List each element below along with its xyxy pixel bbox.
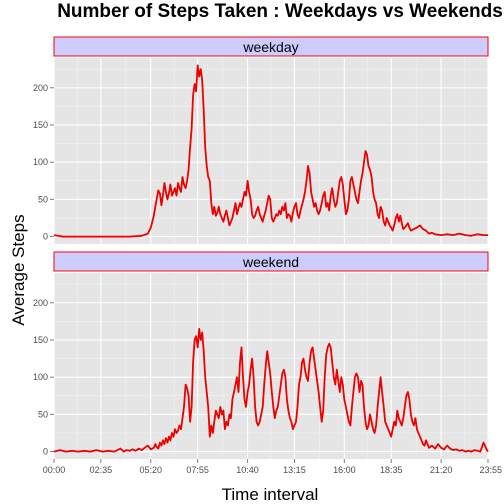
y-tick-label-weekend: 0 <box>43 447 48 457</box>
panel-weekend: weekend 0 50 100 150 200 <box>33 251 489 459</box>
x-tick-label: 18:35 <box>380 465 403 475</box>
y-tick-label-weekday: 50 <box>38 194 48 204</box>
y-tick-label-weekend: 100 <box>33 372 48 382</box>
x-axis-title: Time interval <box>222 485 319 504</box>
chart-title: Number of Steps Taken : Weekdays vs Week… <box>57 1 503 22</box>
y-axis-weekend: 0 50 100 150 200 <box>33 298 54 457</box>
x-tick-label: 02:35 <box>90 465 113 475</box>
series-line-weekend <box>53 327 489 453</box>
x-tick-label: 10:40 <box>236 465 259 475</box>
y-tick-label-weekday: 200 <box>33 83 48 93</box>
x-tick-label: 00:00 <box>43 465 66 475</box>
y-tick-label-weekend: 150 <box>33 335 48 345</box>
x-tick-label: 23:55 <box>479 465 502 475</box>
panel-weekday: weekday 0 50 100 150 200 <box>33 36 489 244</box>
y-tick-label-weekend: 200 <box>33 298 48 308</box>
x-tick-label: 21:20 <box>430 465 453 475</box>
x-axis: 00:00 02:35 05:20 07:55 10:40 13:15 16:00 18:35… <box>43 459 502 475</box>
y-tick-label-weekday: 0 <box>43 232 48 242</box>
strip-label-weekday: weekday <box>242 39 298 55</box>
y-tick-label-weekend: 50 <box>38 409 48 419</box>
series-line-weekday <box>53 64 488 238</box>
y-tick-label-weekday: 100 <box>33 157 48 167</box>
strip-weekend <box>53 251 489 272</box>
strip-weekday <box>53 36 489 57</box>
x-tick-label: 13:15 <box>283 465 306 475</box>
y-axis-title: Average Steps <box>9 214 28 325</box>
strip-label-weekend: weekend <box>242 254 299 270</box>
x-tick-label: 07:55 <box>186 465 209 475</box>
gridlines-weekend <box>53 273 489 459</box>
x-tick-label: 05:20 <box>140 465 163 475</box>
x-tick-label: 16:00 <box>333 465 356 475</box>
y-axis-weekday: 0 50 100 150 200 <box>33 83 54 242</box>
y-tick-label-weekday: 150 <box>33 120 48 130</box>
